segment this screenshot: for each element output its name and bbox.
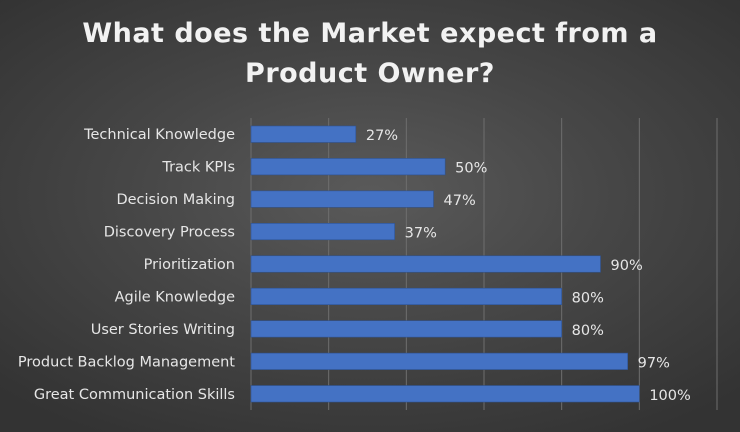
data-label: 97% [638, 355, 670, 371]
bar [250, 255, 601, 273]
bar [250, 190, 434, 208]
bar [250, 223, 395, 241]
category-labels: Technical Knowledge Track KPIs Decision Ma… [18, 127, 235, 403]
category-label: Technical Knowledge [83, 127, 235, 143]
chart-title: What does the Market expect from a Produ… [0, 14, 740, 94]
category-label: Prioritization [144, 257, 235, 273]
data-label: 80% [572, 323, 604, 339]
bar [250, 287, 562, 305]
bars [250, 125, 640, 403]
category-label: Product Backlog Management [18, 354, 235, 370]
category-label: Discovery Process [104, 225, 235, 241]
category-label: Decision Making [116, 192, 235, 208]
category-label: Great Communication Skills [34, 387, 235, 403]
data-label: 47% [444, 193, 476, 209]
bar [250, 320, 562, 338]
data-label: 50% [455, 161, 487, 177]
data-label: 80% [572, 290, 604, 306]
data-label: 90% [611, 258, 643, 274]
bar [250, 125, 357, 143]
value-labels: 27% 50% 47% 37% 90% 80% 80% 97% 100% [366, 128, 691, 404]
chart-title-line-2: Product Owner? [245, 58, 495, 89]
data-label: 27% [366, 128, 398, 144]
category-label: User Stories Writing [91, 322, 235, 338]
data-label: 100% [649, 388, 690, 404]
bar [250, 352, 628, 370]
bar [250, 158, 446, 176]
category-label: Agile Knowledge [115, 289, 235, 305]
data-label: 37% [405, 226, 437, 242]
bar [250, 385, 640, 403]
chart-title-line-1: What does the Market expect from a [82, 18, 658, 49]
category-label: Track KPIs [161, 160, 235, 176]
